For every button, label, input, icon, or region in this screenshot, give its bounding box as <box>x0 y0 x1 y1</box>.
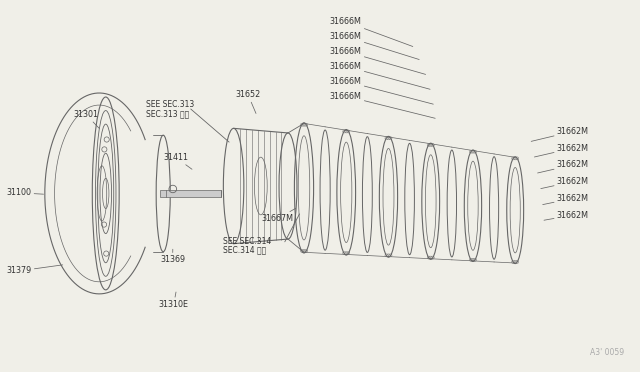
Text: 31662M: 31662M <box>544 211 589 220</box>
Text: 31667M: 31667M <box>261 208 296 223</box>
Bar <box>160 190 221 197</box>
Text: 31652: 31652 <box>236 90 260 113</box>
Text: SEC.313 参照: SEC.313 参照 <box>146 109 189 118</box>
Text: 31666M: 31666M <box>330 62 430 89</box>
Text: 31666M: 31666M <box>330 47 426 74</box>
Text: SEE SEC.313: SEE SEC.313 <box>146 100 194 109</box>
Text: A3' 0059: A3' 0059 <box>590 348 624 357</box>
Text: 31662M: 31662M <box>531 127 589 141</box>
Text: 31301: 31301 <box>74 110 99 128</box>
Text: 31666M: 31666M <box>330 92 435 118</box>
Text: 31379: 31379 <box>6 265 63 275</box>
Text: 31411: 31411 <box>163 153 192 169</box>
Text: SEC.314 参照: SEC.314 参照 <box>223 246 266 255</box>
Text: 31666M: 31666M <box>330 17 413 46</box>
Text: 31662M: 31662M <box>538 160 589 173</box>
Text: 31666M: 31666M <box>330 32 419 60</box>
Text: 31100: 31100 <box>6 188 44 197</box>
Text: 31666M: 31666M <box>330 77 433 104</box>
Text: 31662M: 31662M <box>541 177 589 189</box>
Text: 31662M: 31662M <box>534 144 589 157</box>
Text: SEE SEC.314: SEE SEC.314 <box>223 237 271 246</box>
Text: 31310E: 31310E <box>159 292 189 309</box>
Text: 31662M: 31662M <box>543 194 589 205</box>
Text: 31369: 31369 <box>160 249 185 264</box>
